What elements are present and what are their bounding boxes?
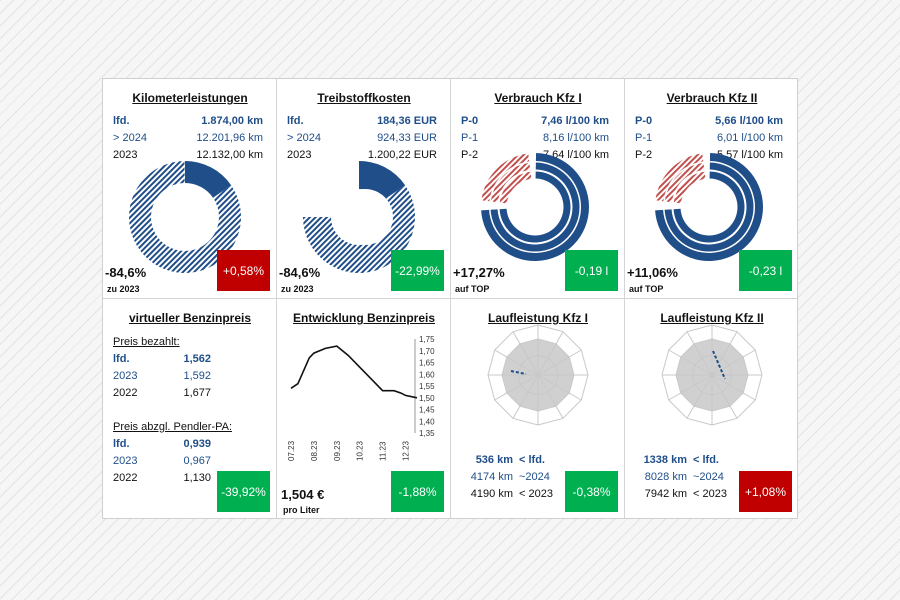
y-tick-label: 1,70 [419,347,435,356]
panel-laufleistung-kfz-1: Laufleistung Kfz I 536 km < lfd. 4174 km ~… [451,299,625,519]
percent-value: -84,6% [105,265,147,280]
paid-table: lfd. 1,562 2023 1,592 2022 1,677 [113,353,211,399]
ring-rest-1 [664,162,705,203]
price-caption: pro Liter [283,505,320,515]
y-tick-label: 1,75 [419,335,435,344]
panel-title: Entwicklung Benzinpreis [292,311,436,325]
y-tick-label: 1,65 [419,359,435,368]
percent-caption: zu 2023 [281,284,314,294]
panel-treibstoffkosten: Treibstoffkosten lfd. 184,36 EUR > 2024 92… [277,79,451,299]
radar-spoke [494,349,539,376]
panel-verbrauch-kfz-2: Verbrauch Kfz II P-0 5,66 l/100 km P-1 6,0… [625,79,799,299]
radar-spoke [512,331,539,376]
percent-caption: zu 2023 [107,284,140,294]
radar-spoke [668,374,713,401]
y-tick-label: 1,35 [419,429,435,438]
radar-spoke [711,374,738,419]
consumption-rings [481,153,589,261]
mileage-radar [487,324,589,426]
percent-value: +17,27% [453,265,505,280]
y-tick-label: 1,55 [419,382,435,391]
ring-rest-0 [481,153,530,202]
change-badge: -0,23 l [739,250,792,291]
mileage-table: 536 km < lfd. 4174 km ~2024 4190 km < 2023 [470,454,553,500]
radar-spoke [537,374,582,401]
donut-rest [129,161,242,273]
panel-title: Kilometerleistungen [132,91,248,105]
dashboard: Kilometerleistungen lfd. 1.874,00 km > 20… [102,78,798,519]
ring-rest-2 [673,171,706,204]
consumption-rings [655,153,763,261]
percent-value: -84,6% [279,265,321,280]
panel-laufleistung-kfz-2: Laufleistung Kfz II 1338 km < lfd. 8028 k… [625,299,799,519]
ring-rest-2 [499,171,532,204]
consumption-table: P-0 5,66 l/100 km P-1 6,01 l/100 km P-2 5,5… [635,115,783,161]
y-tick-label: 1,50 [419,394,435,403]
x-tick-label: 12.23 [402,440,411,461]
change-badge: -0,38% [565,471,618,512]
change-badge: -22,99% [391,250,444,291]
percent-caption: auf TOP [455,284,490,294]
radar-spoke [711,331,738,376]
x-tick-label: 09.23 [333,440,342,461]
percent-caption: auf TOP [629,284,664,294]
y-tick-label: 1,45 [419,406,435,415]
ring-rest-1 [490,162,531,203]
radar-spoke [494,374,539,401]
panel-title: Verbrauch Kfz II [666,91,758,105]
ring-rest-0 [655,153,704,202]
change-badge: -39,92% [217,471,270,512]
radar-spoke [686,374,713,419]
km-donut [129,161,242,273]
x-tick-label: 08.23 [310,440,319,461]
radar-spoke [537,349,582,376]
panel-virtueller-benzinpreis: virtueller Benzinpreis Preis bezahlt: lf… [103,299,277,519]
x-tick-label: 07.23 [287,440,296,461]
mileage-table: 1338 km < lfd. 8028 km ~2024 7942 km < 2023 [643,454,727,500]
panel-title: Treibstoffkosten [317,91,411,105]
radar-spoke [711,349,756,376]
mileage-radar [661,324,763,426]
panel-title: Laufleistung Kfz I [488,311,588,325]
price-line [290,345,418,399]
panel-verbrauch-kfz-1: Verbrauch Kfz I P-0 7,46 l/100 km P-1 8,16… [451,79,625,299]
y-tick-label: 1,60 [419,370,435,379]
donut-current [185,161,232,198]
price-value: 1,504 € [281,487,325,502]
panel-entwicklung-benzinpreis: Entwicklung Benzinpreis 1,75 1,70 1,65 1,60… [277,299,451,519]
panel-title: virtueller Benzinpreis [128,311,252,325]
change-badge: -0,19 l [565,250,618,291]
x-tick-label: 10.23 [356,440,365,461]
cost-table: lfd. 184,36 EUR > 2024 924,33 EUR 2023 1.20… [287,115,437,161]
net-table: lfd. 0,939 2023 0,967 2022 1,130 [113,438,211,484]
radar-needle [712,350,726,380]
change-badge: -1,88% [391,471,444,512]
change-badge: +0,58% [217,250,270,291]
percent-value: +11,06% [627,265,678,280]
cost-donut [303,161,415,273]
change-badge: +1,08% [739,471,792,512]
panel-title: Laufleistung Kfz II [660,311,764,325]
radar-spoke [537,331,564,376]
radar-spoke [668,349,713,376]
radar-spoke [686,331,713,376]
x-tick-label: 11.23 [379,441,388,461]
section-net: Preis abzgl. Pendler-PA: [113,421,233,433]
consumption-table: P-0 7,46 l/100 km P-1 8,16 l/100 km P-2 7,6… [461,115,609,161]
y-tick-label: 1,40 [419,417,435,426]
km-table: lfd. 1.874,00 km > 2024 12.201,96 km 2023 1… [113,115,263,161]
radar-spoke [512,374,539,419]
panel-title: Verbrauch Kfz I [494,91,582,105]
panel-kilometerleistungen: Kilometerleistungen lfd. 1.874,00 km > 20… [103,79,277,299]
radar-spoke [537,374,564,419]
price-line-chart: 1,75 1,70 1,65 1,60 1,55 1,50 1,45 1,40 1,35 07.2… [287,335,435,461]
section-paid: Preis bezahlt: [113,336,180,348]
radar-spoke [711,374,756,401]
radar-needle [510,370,527,375]
